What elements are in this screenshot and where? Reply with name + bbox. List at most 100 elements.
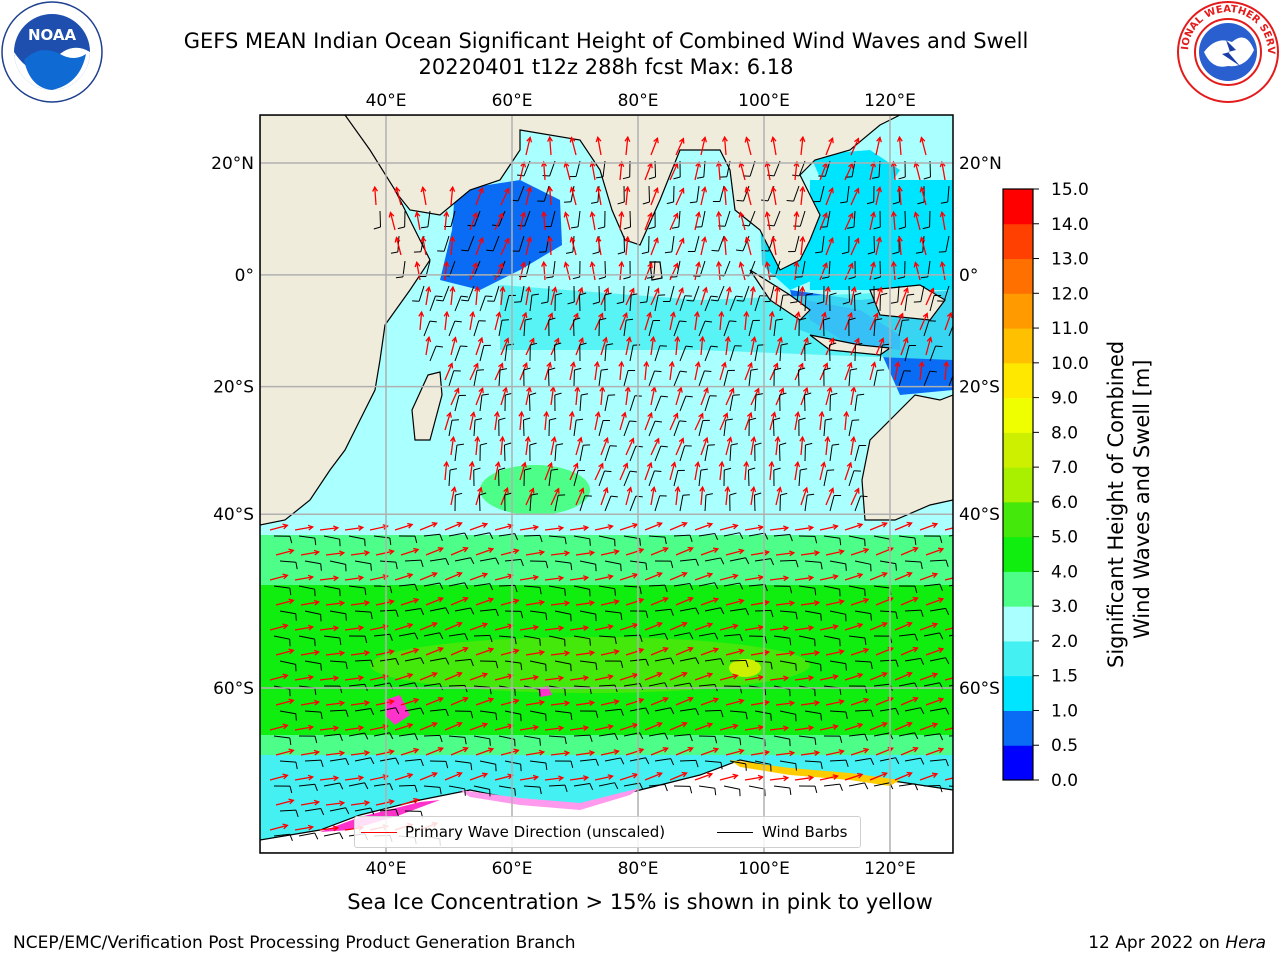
right-lat-tick-label: 40°S: [959, 505, 1000, 525]
wind-barb: [579, 395, 582, 412]
wave-arrow-head: [828, 136, 834, 144]
wave-arrow-head: [437, 597, 444, 603]
wind-barb: [523, 320, 526, 337]
wave-arrow-head: [732, 523, 739, 530]
top-lon-tick-label: 40°E: [366, 91, 407, 111]
wave-arrow-head: [928, 287, 935, 294]
wave-direction-arrow: [900, 287, 909, 306]
wave-direction-arrow: [644, 572, 662, 581]
wind-barb: [504, 710, 521, 715]
wave-arrow-head: [569, 186, 576, 193]
wind-barb: [948, 684, 953, 687]
wave-direction-arrow: [550, 602, 569, 606]
wave-direction-arrow: [644, 462, 652, 481]
wave-direction-arrow: [594, 625, 613, 631]
wind-barb: [754, 395, 757, 412]
wave-arrow-head: [799, 135, 806, 142]
wind-barb-flag: [945, 759, 949, 767]
wind-barb: [443, 235, 450, 252]
wind-barb: [654, 345, 661, 362]
wave-arrow-head: [632, 522, 639, 529]
wind-barb-flag: [820, 613, 822, 621]
wind-barb: [679, 445, 686, 462]
wave-arrow-head: [577, 436, 583, 443]
wind-barb-flag: [623, 276, 631, 280]
wave-direction-arrow: [519, 576, 538, 581]
wind-barb-flag: [572, 276, 580, 280]
wind-barb-flag: [445, 657, 450, 665]
wave-arrow-head: [820, 461, 827, 468]
wave-direction-arrow: [500, 238, 510, 256]
wind-barb-flag: [939, 733, 944, 741]
wave-arrow-head: [863, 597, 870, 604]
wind-barb-flag: [571, 226, 579, 229]
wind-barb-flag: [815, 251, 823, 254]
wave-direction-arrow: [519, 212, 525, 231]
wave-direction-arrow: [519, 726, 538, 731]
wind-barb-flag: [320, 760, 324, 767]
wave-direction-arrow: [750, 701, 769, 706]
wave-arrow-head: [472, 211, 478, 219]
wave-direction-arrow: [525, 387, 531, 406]
wave-arrow-head: [282, 773, 289, 780]
wave-arrow-head: [557, 675, 565, 682]
wind-barb: [279, 660, 296, 665]
wave-direction-arrow: [519, 776, 538, 781]
wind-barb: [598, 635, 615, 638]
wind-barb-flag: [704, 320, 713, 323]
wave-arrow-head: [602, 486, 609, 494]
wind-barb: [848, 470, 855, 487]
wave-direction-arrow: [825, 550, 844, 556]
wind-barb-flag: [732, 394, 740, 396]
wave-direction-arrow: [739, 212, 746, 231]
wave-direction-arrow: [769, 363, 778, 381]
wind-barb: [598, 535, 615, 540]
wave-arrow-head: [407, 672, 414, 679]
wind-barb: [823, 420, 826, 437]
wave-arrow-head: [462, 546, 469, 553]
wind-barb: [679, 708, 696, 712]
wave-direction-arrow: [844, 723, 863, 731]
wave-direction-arrow: [944, 677, 953, 681]
wind-barb: [822, 319, 825, 337]
wave-direction-arrow: [294, 526, 313, 531]
wave-direction-arrow: [395, 237, 402, 256]
wave-arrow-head: [738, 211, 745, 218]
wind-barb: [273, 833, 290, 837]
wave-direction-arrow: [719, 524, 738, 531]
wave-arrow-head: [763, 749, 771, 756]
wind-barb-flag: [872, 176, 880, 179]
wind-barb: [904, 757, 921, 762]
wind-barb: [323, 585, 340, 590]
wind-barb: [804, 295, 807, 312]
wave-arrow-head: [757, 774, 765, 781]
wave-arrow-head: [582, 525, 590, 531]
wave-direction-arrow: [389, 212, 396, 231]
wind-barb-flag: [564, 737, 567, 745]
wind-barb-flag: [289, 588, 292, 596]
wave-direction-arrow: [422, 187, 427, 206]
wind-barb-flag: [486, 249, 494, 252]
wave-direction-arrow: [500, 287, 504, 306]
wave-arrow-head: [912, 596, 919, 603]
wave-arrow-head: [721, 135, 728, 142]
wind-barb: [448, 735, 465, 738]
wave-direction-arrow: [294, 776, 313, 781]
wind-barb: [522, 419, 525, 437]
wind-barb-flag: [847, 226, 855, 229]
wave-direction-arrow: [725, 437, 732, 456]
wave-direction-arrow: [594, 575, 613, 581]
wave-arrow-head: [541, 210, 547, 217]
wave-arrow-head: [618, 210, 625, 217]
wave-direction-arrow: [269, 624, 288, 631]
wave-direction-arrow: [395, 187, 402, 206]
wind-barb: [804, 610, 821, 615]
wave-arrow-head: [577, 286, 584, 294]
wave-arrow-head: [638, 747, 645, 754]
wind-barb: [654, 395, 662, 412]
wind-barb: [547, 369, 550, 387]
wind-barb: [548, 635, 565, 640]
wave-direction-arrow: [400, 598, 419, 606]
wind-barb-flag: [610, 495, 618, 498]
wave-arrow-head: [857, 772, 864, 779]
